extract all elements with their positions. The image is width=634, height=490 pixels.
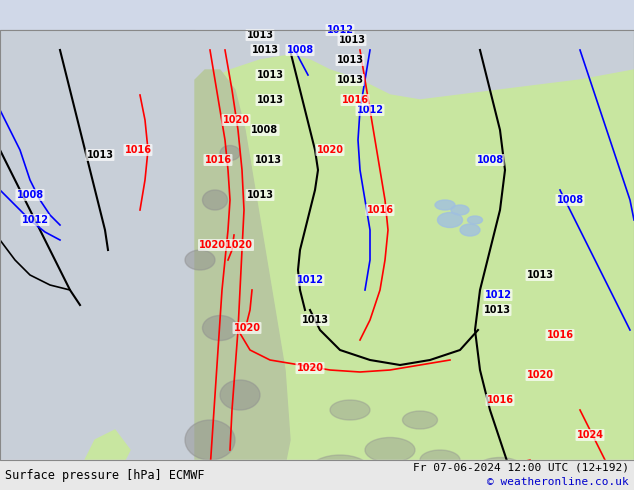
- Ellipse shape: [403, 411, 437, 429]
- Text: 1013: 1013: [247, 30, 273, 40]
- Text: 1016: 1016: [342, 95, 368, 105]
- Ellipse shape: [475, 458, 525, 483]
- Ellipse shape: [451, 205, 469, 215]
- Text: 1016: 1016: [366, 205, 394, 215]
- Text: 1012: 1012: [22, 215, 48, 225]
- Text: 1012: 1012: [297, 275, 323, 285]
- Ellipse shape: [185, 250, 215, 270]
- Text: 1016: 1016: [486, 395, 514, 405]
- Text: 1020: 1020: [316, 145, 344, 155]
- Text: 1008: 1008: [557, 195, 583, 205]
- Text: 1013: 1013: [302, 315, 328, 325]
- Text: 1013: 1013: [252, 45, 278, 55]
- Text: 1024: 1024: [576, 430, 604, 440]
- Text: 1013: 1013: [247, 190, 273, 200]
- Text: 1013: 1013: [257, 95, 283, 105]
- Bar: [0, 460, 634, 490]
- Text: 1013: 1013: [484, 305, 510, 315]
- Ellipse shape: [310, 455, 370, 485]
- Polygon shape: [85, 430, 130, 480]
- Text: 1008: 1008: [16, 190, 44, 200]
- Bar: [0, 30, 634, 460]
- Text: 1008: 1008: [476, 155, 503, 165]
- Text: Surface pressure [hPa] ECMWF: Surface pressure [hPa] ECMWF: [5, 468, 205, 482]
- Ellipse shape: [460, 224, 480, 236]
- Text: 1013: 1013: [337, 55, 363, 65]
- Polygon shape: [195, 55, 634, 490]
- Text: 1020: 1020: [223, 115, 250, 125]
- Text: 1016: 1016: [547, 330, 574, 340]
- Polygon shape: [195, 70, 290, 490]
- Ellipse shape: [220, 146, 240, 161]
- Text: 1013: 1013: [337, 75, 363, 85]
- Ellipse shape: [202, 316, 238, 341]
- Text: 1013: 1013: [339, 35, 365, 45]
- Text: 1024: 1024: [417, 463, 444, 473]
- Ellipse shape: [435, 200, 455, 210]
- Text: 1016: 1016: [124, 145, 152, 155]
- Text: 1013: 1013: [526, 270, 553, 280]
- Text: 1008: 1008: [287, 45, 314, 55]
- Ellipse shape: [220, 380, 260, 410]
- Text: 1020: 1020: [526, 370, 553, 380]
- Ellipse shape: [330, 400, 370, 420]
- Ellipse shape: [202, 190, 228, 210]
- Text: 1013: 1013: [86, 150, 113, 160]
- Text: 1012: 1012: [327, 25, 354, 35]
- Text: 1013: 1013: [257, 70, 283, 80]
- Text: 1013: 1013: [254, 155, 281, 165]
- Text: 1020: 1020: [297, 363, 323, 373]
- Text: 10201020: 10201020: [199, 240, 253, 250]
- Bar: [0, 30, 195, 490]
- Ellipse shape: [437, 213, 462, 227]
- Ellipse shape: [365, 438, 415, 463]
- Text: 1016: 1016: [205, 155, 231, 165]
- Text: © weatheronline.co.uk: © weatheronline.co.uk: [488, 477, 629, 487]
- Ellipse shape: [420, 450, 460, 470]
- Text: 1016: 1016: [295, 467, 321, 477]
- Text: 1012: 1012: [356, 105, 384, 115]
- Text: 1020: 1020: [233, 323, 261, 333]
- Ellipse shape: [467, 216, 482, 224]
- Text: 1012: 1012: [484, 290, 512, 300]
- Text: 1008: 1008: [252, 125, 278, 135]
- Text: Fr 07-06-2024 12:00 UTC (12+192): Fr 07-06-2024 12:00 UTC (12+192): [413, 462, 629, 472]
- Ellipse shape: [185, 420, 235, 460]
